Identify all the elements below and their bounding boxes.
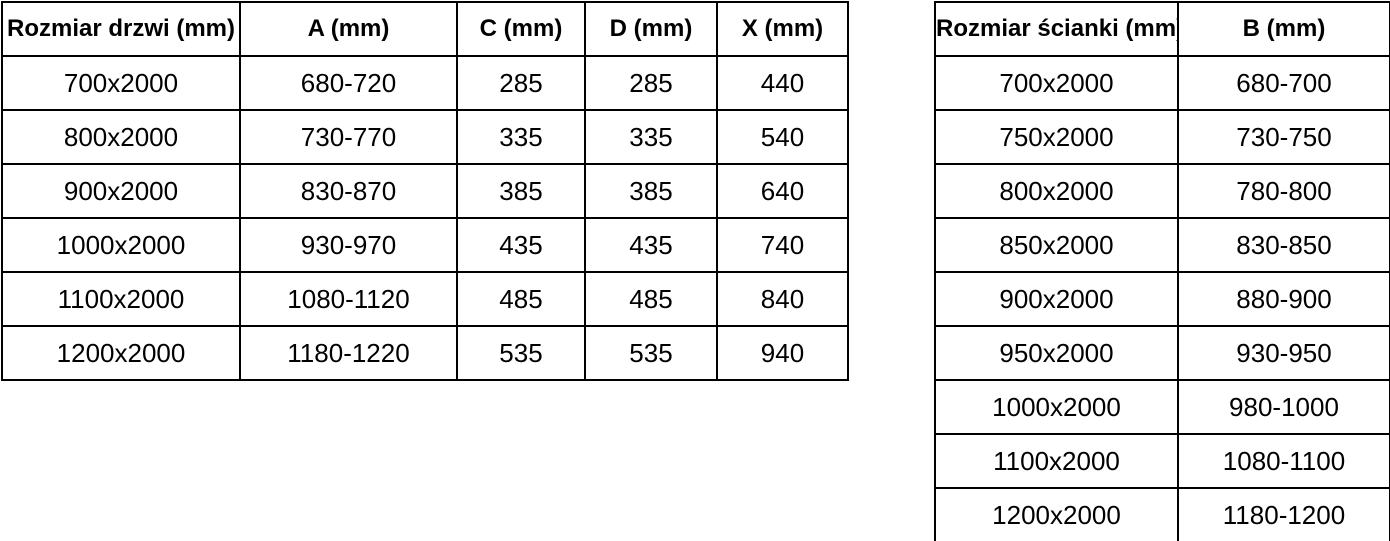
table-cell: 1080-1120 (239, 271, 458, 327)
column-header: Rozmiar drzwi (mm) (1, 1, 241, 57)
table-cell: 1200x2000 (1, 325, 241, 381)
table-cell: 1180-1200 (1177, 487, 1390, 541)
table-row: 1000x2000 980-1000 (934, 379, 1390, 435)
table-cell: 900x2000 (934, 271, 1179, 327)
table-cell: 780-800 (1177, 163, 1390, 219)
table-cell: 980-1000 (1177, 379, 1390, 435)
table-cell: 485 (456, 271, 586, 327)
table-cell: 435 (584, 217, 718, 273)
table-cell: 850x2000 (934, 217, 1179, 273)
column-header: B (mm) (1177, 1, 1390, 57)
table-cell: 840 (716, 271, 849, 327)
table-cell: 730-750 (1177, 109, 1390, 165)
table-cell: 750x2000 (934, 109, 1179, 165)
table-cell: 700x2000 (1, 55, 241, 111)
column-header: A (mm) (239, 1, 458, 57)
table-cell: 730-770 (239, 109, 458, 165)
table-cell: 830-850 (1177, 217, 1390, 273)
table-row: 900x2000 830-870 385 385 640 (1, 163, 849, 219)
table-cell: 1180-1220 (239, 325, 458, 381)
column-header: C (mm) (456, 1, 586, 57)
column-header: D (mm) (584, 1, 718, 57)
table-cell: 880-900 (1177, 271, 1390, 327)
table-row: 700x2000 680-700 (934, 55, 1390, 111)
table-cell: 800x2000 (1, 109, 241, 165)
table-row: 1100x2000 1080-1100 (934, 433, 1390, 489)
table-cell: 1080-1100 (1177, 433, 1390, 489)
wall-panel-size-table: Rozmiar ścianki (mm) B (mm) 700x2000 680-70… (934, 1, 1390, 541)
table-row: 1000x2000 930-970 435 435 740 (1, 217, 849, 273)
table-cell: 285 (584, 55, 718, 111)
table-cell: 680-700 (1177, 55, 1390, 111)
table-row: 800x2000 730-770 335 335 540 (1, 109, 849, 165)
table-cell: 1000x2000 (934, 379, 1179, 435)
column-header: Rozmiar ścianki (mm) (934, 1, 1179, 57)
door-size-table: Rozmiar drzwi (mm) A (mm) C (mm) D (mm) X (m… (1, 1, 849, 381)
table-cell: 930-950 (1177, 325, 1390, 381)
table-cell: 440 (716, 55, 849, 111)
table-cell: 485 (584, 271, 718, 327)
table-row: 900x2000 880-900 (934, 271, 1390, 327)
table-cell: 950x2000 (934, 325, 1179, 381)
table-row: 750x2000 730-750 (934, 109, 1390, 165)
table-row: 850x2000 830-850 (934, 217, 1390, 273)
header-row: Rozmiar drzwi (mm) A (mm) C (mm) D (mm) X (m… (1, 1, 849, 57)
table-cell: 900x2000 (1, 163, 241, 219)
table-cell: 830-870 (239, 163, 458, 219)
table-cell: 1100x2000 (934, 433, 1179, 489)
table-row: 700x2000 680-720 285 285 440 (1, 55, 849, 111)
header-row: Rozmiar ścianki (mm) B (mm) (934, 1, 1390, 57)
column-header: X (mm) (716, 1, 849, 57)
table-cell: 540 (716, 109, 849, 165)
table-row: 1100x2000 1080-1120 485 485 840 (1, 271, 849, 327)
table-cell: 930-970 (239, 217, 458, 273)
table-row: 950x2000 930-950 (934, 325, 1390, 381)
table-cell: 285 (456, 55, 586, 111)
table-row: 1200x2000 1180-1220 535 535 940 (1, 325, 849, 381)
table-cell: 385 (456, 163, 586, 219)
table-cell: 435 (456, 217, 586, 273)
table-cell: 535 (456, 325, 586, 381)
table-row: 800x2000 780-800 (934, 163, 1390, 219)
table-cell: 700x2000 (934, 55, 1179, 111)
table-cell: 1000x2000 (1, 217, 241, 273)
table-cell: 335 (584, 109, 718, 165)
table-row: 1200x2000 1180-1200 (934, 487, 1390, 541)
table-cell: 640 (716, 163, 849, 219)
table-cell: 335 (456, 109, 586, 165)
table-cell: 940 (716, 325, 849, 381)
table-cell: 680-720 (239, 55, 458, 111)
table-cell: 385 (584, 163, 718, 219)
table-cell: 740 (716, 217, 849, 273)
table-cell: 800x2000 (934, 163, 1179, 219)
table-cell: 535 (584, 325, 718, 381)
table-cell: 1100x2000 (1, 271, 241, 327)
table-cell: 1200x2000 (934, 487, 1179, 541)
